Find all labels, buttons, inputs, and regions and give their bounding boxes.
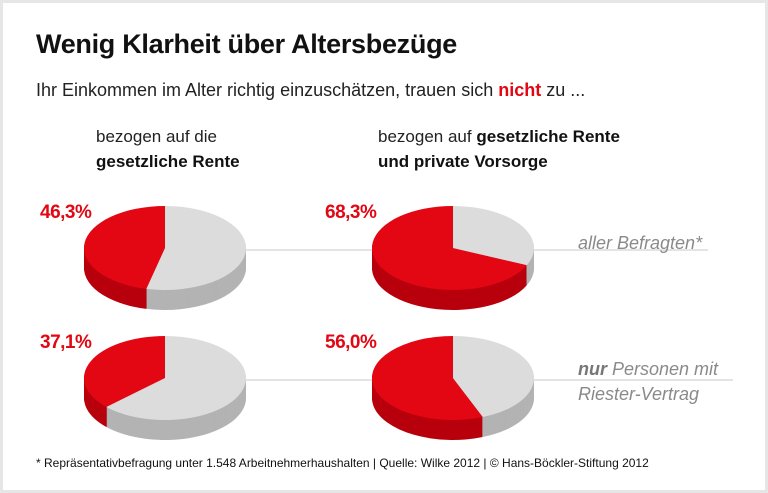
column-header-bold-2: und private Vorsorge — [378, 152, 548, 171]
column-header-1: bezogen auf die gesetzliche Rente — [96, 124, 240, 174]
row-label-bold: nur — [578, 359, 607, 379]
page-title: Wenig Klarheit über Altersbezüge — [36, 29, 457, 59]
row-label-riester: nur Personen mit Riester-Vertrag — [578, 357, 718, 407]
pie-slice-rest — [453, 336, 534, 418]
pie-slice-highlight — [371, 336, 483, 420]
pie-slice-highlight — [372, 206, 527, 290]
footnote: * Repräsentativbefragung unter 1.548 Arb… — [36, 456, 649, 470]
row-label-text: Personen mit — [607, 359, 719, 379]
column-header-bold: gesetzliche Rente — [476, 127, 620, 146]
subtitle-text: Ihr Einkommen im Alter richtig einzuschä… — [36, 80, 499, 100]
value-label: 68,3% — [325, 202, 377, 223]
value-label: 37,1% — [40, 332, 92, 353]
subtitle: Ihr Einkommen im Alter richtig einzuschä… — [36, 80, 585, 101]
subtitle-highlight: nicht — [498, 80, 542, 100]
column-header-line: bezogen auf die — [96, 127, 217, 146]
pie-charts — [83, 206, 733, 440]
subtitle-text-end: zu ... — [541, 80, 586, 100]
column-header-line: bezogen auf — [378, 127, 477, 146]
row-label-text-2: Riester-Vertrag — [578, 384, 700, 404]
column-header-bold: gesetzliche Rente — [96, 152, 240, 171]
pie-slice-highlight — [83, 206, 165, 289]
pie-slice-rest — [453, 206, 534, 266]
value-label: 46,3% — [40, 202, 92, 223]
pie-slice-rest — [106, 336, 246, 420]
row-label-all: aller Befragten* — [578, 233, 703, 253]
pie-slice-rest — [146, 206, 246, 290]
pie-slice-highlight — [83, 336, 165, 407]
column-header-2: bezogen auf gesetzliche Rente und privat… — [378, 124, 620, 174]
value-label: 56,0% — [325, 332, 377, 353]
